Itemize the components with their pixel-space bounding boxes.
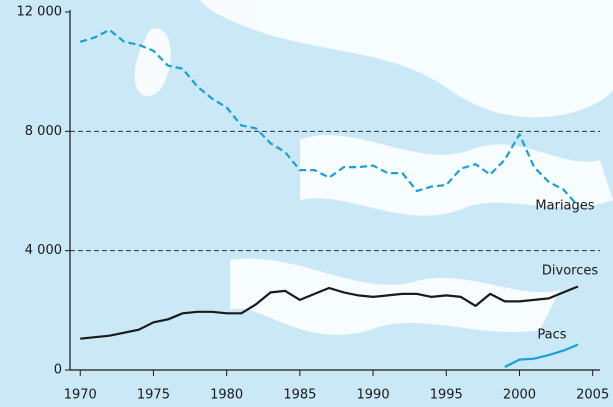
x-tick-label: 1980 <box>210 388 243 403</box>
series-label: Divorces <box>542 264 598 279</box>
x-tick-label: 1985 <box>283 388 316 403</box>
x-tick-label: 1995 <box>430 388 463 403</box>
series-label: Mariages <box>535 199 594 214</box>
series-label: Pacs <box>537 328 566 343</box>
y-tick-label: 8 000 <box>25 124 62 139</box>
y-tick-label: 0 <box>54 363 62 378</box>
y-tick-label: 4 000 <box>25 243 62 258</box>
x-tick-label: 2005 <box>576 388 609 403</box>
x-tick-label: 1975 <box>137 388 170 403</box>
x-tick-label: 1990 <box>357 388 390 403</box>
x-tick-label: 1970 <box>64 388 97 403</box>
chart: 0 4 000 8 000 12 000 1970 1975 1980 1985 1990 199… <box>0 0 613 407</box>
x-tick-label: 2000 <box>503 388 536 403</box>
y-tick-label: 12 000 <box>17 5 63 20</box>
